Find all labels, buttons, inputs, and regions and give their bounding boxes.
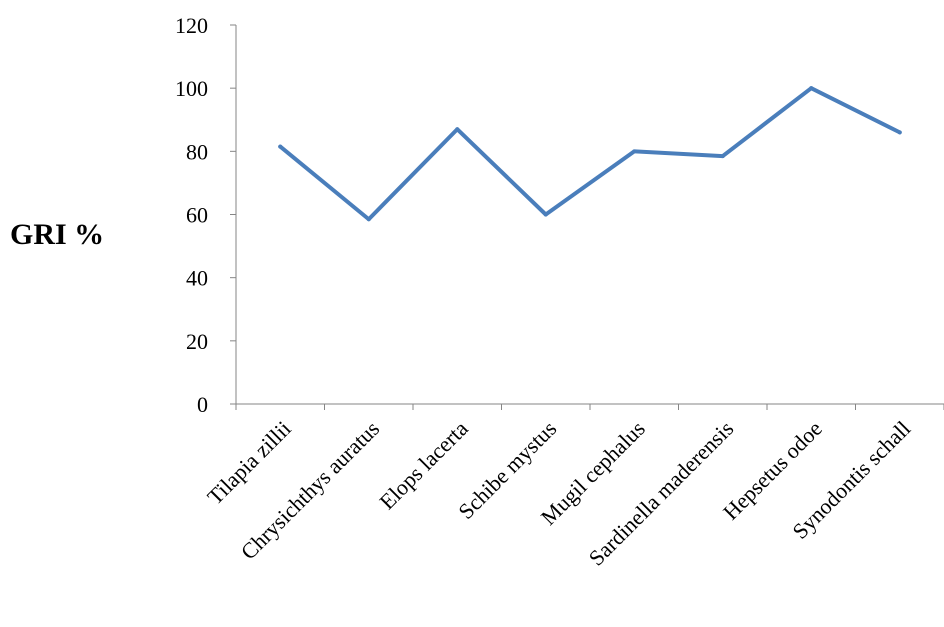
y-tick-label: 40 [186,266,208,291]
series-layer [278,86,902,222]
y-tick-labels: 0 20 40 60 80 100 120 [175,13,208,417]
data-point [720,154,725,159]
y-tick-label: 100 [175,76,208,101]
axes [230,24,944,410]
y-tick-label: 80 [186,139,208,164]
x-tick-label: Elops lacerta [374,416,473,515]
y-tick-label: 60 [186,203,208,228]
x-tick-label: Tilapia zillii [202,416,296,510]
data-point [366,217,371,222]
y-tick-label: 120 [175,13,208,38]
series-line [278,86,902,222]
data-point [897,130,902,135]
x-tick-label: Sardinella maderensis [584,416,739,571]
data-point [809,86,814,91]
data-point [455,127,460,132]
y-tick-label: 20 [186,329,208,354]
data-point [278,144,283,149]
y-axis-title: GRI % [10,218,105,251]
data-point [632,149,637,154]
y-tick-label: 0 [197,392,208,417]
data-point [543,212,548,217]
